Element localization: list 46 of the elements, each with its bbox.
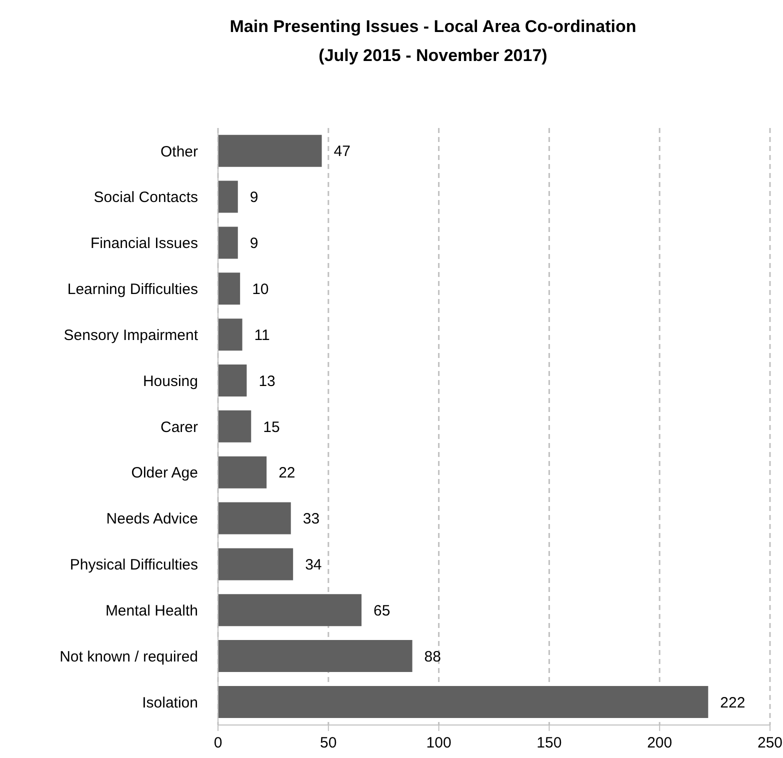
x-tick-label: 250	[757, 734, 783, 752]
data-label: 34	[305, 556, 322, 574]
x-tick-label: 50	[320, 734, 337, 752]
y-tick-label: Financial Issues	[90, 235, 198, 252]
y-tick-label: Sensory Impairment	[64, 326, 199, 344]
x-tick-label: 100	[426, 734, 452, 752]
bar	[218, 456, 267, 488]
x-tick-label: 0	[214, 734, 222, 752]
bar	[218, 410, 252, 442]
data-label: 11	[254, 326, 270, 344]
y-tick-label: Older Age	[131, 464, 198, 482]
bar	[218, 640, 412, 672]
y-tick-label: Social Contacts	[94, 189, 198, 206]
y-tick-label: Needs Advice	[106, 510, 198, 528]
bar	[218, 548, 294, 580]
data-label: 9	[250, 189, 258, 206]
data-label: 222	[720, 694, 746, 712]
bar	[218, 502, 291, 534]
bar	[218, 364, 247, 397]
y-tick-label: Learning Difficulties	[67, 281, 198, 298]
bar	[218, 226, 238, 259]
y-tick-label: Housing	[142, 372, 198, 390]
y-tick-label: Physical Difficulties	[70, 556, 198, 574]
data-label: 15	[263, 418, 280, 436]
chart-title: Main Presenting Issues - Local Area Co-ordination (July 2015 - November 2017)	[228, 16, 638, 67]
data-label: 33	[302, 510, 320, 528]
y-tick-label: Carer	[160, 418, 198, 436]
data-label: 88	[424, 648, 441, 666]
bar	[218, 272, 240, 305]
data-label: 13	[258, 372, 276, 390]
data-label: 10	[252, 280, 269, 298]
y-tick-label: Mental Health	[105, 602, 198, 620]
data-label: 65	[374, 602, 390, 620]
y-tick-label: Other	[160, 143, 198, 160]
bar	[218, 180, 238, 213]
x-tick-label: 200	[647, 734, 672, 752]
y-tick-label: Not known / required	[60, 648, 198, 666]
data-label: 47	[334, 143, 350, 160]
bar	[218, 686, 708, 718]
bar	[218, 594, 362, 626]
y-tick-label: Isolation	[142, 694, 198, 712]
data-label: 22	[278, 464, 296, 482]
bar	[218, 134, 322, 167]
x-tick-label: 150	[536, 734, 562, 752]
bar	[218, 318, 242, 351]
data-label: 9	[250, 235, 258, 252]
